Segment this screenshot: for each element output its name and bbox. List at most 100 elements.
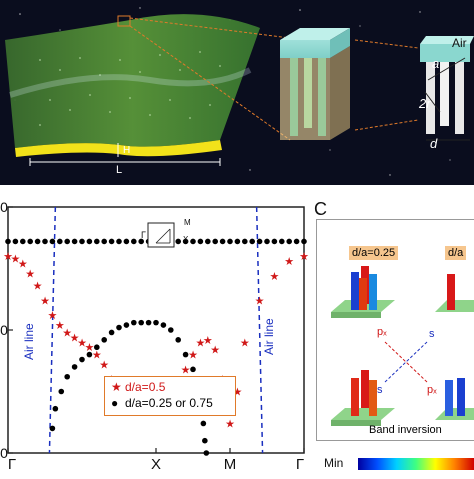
black-dot-point xyxy=(168,327,174,333)
red-star-point: ★ xyxy=(33,281,43,293)
black-dot-point xyxy=(256,238,263,245)
black-dot-point xyxy=(64,238,70,245)
black-dot-point xyxy=(203,450,210,456)
red-star-point: ★ xyxy=(40,295,50,307)
legend-black-marker: ● xyxy=(111,396,119,410)
legend-red-label: d/a=0.5 xyxy=(125,380,166,394)
black-dot-point xyxy=(5,238,11,245)
black-dot-point xyxy=(64,373,70,380)
black-dot-point xyxy=(279,238,285,245)
legend: ★ d/a=0.5 ● d/a=0.25 or 0.75 xyxy=(104,376,236,416)
black-dot-point xyxy=(94,344,100,351)
black-dot-point xyxy=(123,238,130,245)
black-dot-point xyxy=(205,238,211,245)
black-dot-point xyxy=(145,319,152,326)
h-label: H xyxy=(123,145,131,156)
px-bottom-label: pₓ xyxy=(427,384,437,396)
black-dot-point xyxy=(293,238,300,245)
d-label: d xyxy=(430,136,438,151)
black-dot-point xyxy=(58,388,65,395)
two-r-label: 2r xyxy=(419,96,431,111)
black-dot-point xyxy=(86,238,93,245)
x-tick-label: M xyxy=(224,456,237,473)
red-star-point: ★ xyxy=(70,332,80,344)
black-dot-point xyxy=(12,238,19,245)
red-star-point: ★ xyxy=(18,259,28,271)
red-star-point: ★ xyxy=(240,337,250,349)
unit-cell-middle xyxy=(280,28,350,140)
black-dot-point xyxy=(71,238,78,245)
y-tick-label: 0 xyxy=(0,445,8,461)
red-star-point: ★ xyxy=(84,342,94,354)
black-dot-point xyxy=(94,238,100,245)
black-dot-point xyxy=(101,337,107,343)
red-star-point: ★ xyxy=(47,310,57,322)
black-dot-point xyxy=(190,238,196,245)
black-dot-point xyxy=(190,366,196,373)
bz-m-label: M xyxy=(184,218,191,227)
black-dot-point xyxy=(131,319,137,326)
black-dot-point xyxy=(182,238,189,245)
black-dot-point xyxy=(138,319,144,326)
red-star-point: ★ xyxy=(92,350,102,362)
panel-a-illustration: Air a 2r d H L xyxy=(0,0,474,185)
red-star-point: ★ xyxy=(225,418,235,430)
x-tick-label: X xyxy=(151,456,161,473)
red-star-point: ★ xyxy=(195,337,205,349)
air-line-label-left: Air line xyxy=(22,323,36,360)
red-star-point: ★ xyxy=(181,364,191,376)
black-dot-point xyxy=(79,238,85,245)
panel-c-frame: d/a=0.25 d/a pₓ s xyxy=(316,219,474,441)
px-top-label: pₓ xyxy=(377,326,387,338)
film-render xyxy=(5,7,474,176)
y-tick-label: 0 xyxy=(0,199,8,215)
black-dot-point xyxy=(116,238,122,245)
black-dot-point xyxy=(301,238,307,245)
black-dot-point xyxy=(286,238,293,245)
x-tick-label: Γ xyxy=(296,456,304,473)
panel-c-field-profiles: C d/a=0.25 d/a xyxy=(312,185,474,474)
black-dot-point xyxy=(79,356,85,363)
colorbar-min-label: Min xyxy=(324,456,344,470)
band-inversion-caption: Band inversion xyxy=(369,424,442,436)
air-label: Air xyxy=(452,36,467,50)
black-dot-point xyxy=(108,238,115,245)
red-star-point: ★ xyxy=(255,295,265,307)
s-top-label: s xyxy=(429,328,435,340)
field-svg xyxy=(331,266,474,426)
x-tick-label: Γ xyxy=(8,456,16,473)
black-dot-point xyxy=(116,324,122,331)
red-star-point: ★ xyxy=(99,359,109,371)
black-dot-point xyxy=(200,420,207,427)
black-dot-point xyxy=(234,238,241,245)
black-dot-point xyxy=(123,322,130,328)
black-dot-point xyxy=(131,238,137,245)
red-star-point: ★ xyxy=(299,251,309,263)
red-star-point: ★ xyxy=(10,254,20,266)
black-dot-point xyxy=(175,238,181,245)
red-star-point: ★ xyxy=(232,387,242,399)
red-star-point: ★ xyxy=(62,327,72,339)
black-dot-point xyxy=(182,351,189,358)
black-dot-point xyxy=(52,405,59,412)
y-tick-label: 0 xyxy=(0,322,8,338)
black-dot-point xyxy=(57,238,63,245)
air-line-label-right: Air line xyxy=(262,318,276,355)
colorbar xyxy=(358,458,474,470)
black-dot-point xyxy=(27,238,33,245)
black-dot-point xyxy=(264,238,270,245)
black-dot-point xyxy=(101,238,107,245)
red-star-point: ★ xyxy=(3,251,13,263)
l-label: L xyxy=(116,164,123,176)
red-star-point: ★ xyxy=(269,271,279,283)
black-dot-point xyxy=(175,337,181,343)
a-label: a xyxy=(432,56,440,71)
black-dot-point xyxy=(42,238,48,245)
dtitle-right: d/a xyxy=(445,246,467,260)
red-star-point: ★ xyxy=(203,335,213,347)
s-bottom-label: s xyxy=(377,384,383,396)
red-star-point: ★ xyxy=(284,256,294,268)
black-dot-point xyxy=(34,238,41,245)
black-dot-point xyxy=(219,238,226,245)
